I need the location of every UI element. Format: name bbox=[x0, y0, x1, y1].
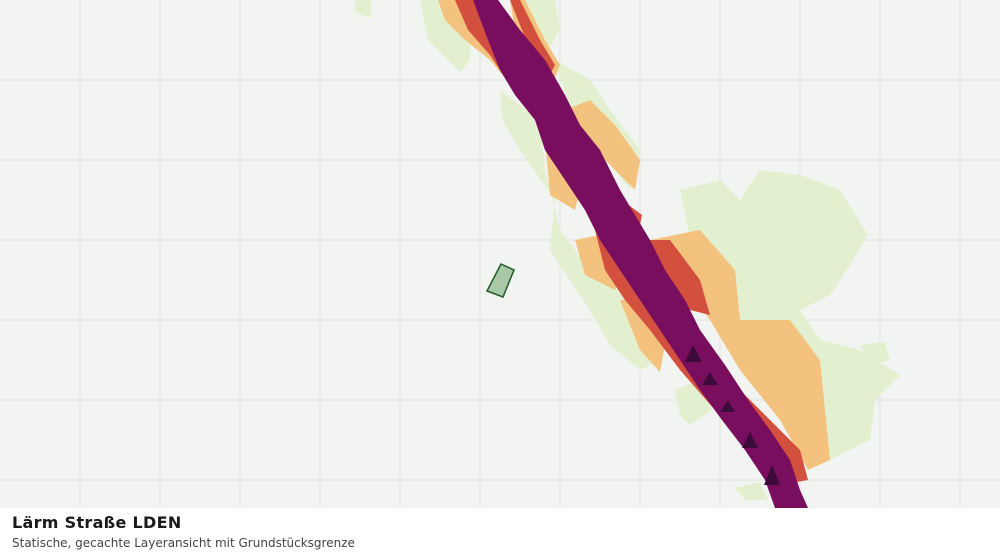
noise-peak bbox=[685, 345, 702, 362]
noise-patch bbox=[565, 100, 640, 190]
legend-panel: Lärm Straße LDEN Statische, gecachte Lay… bbox=[0, 508, 1000, 560]
noise-patch bbox=[355, 0, 372, 18]
noise-peak bbox=[742, 432, 758, 448]
noise-band bbox=[473, 0, 808, 508]
layer-title: Lärm Straße LDEN bbox=[12, 513, 182, 532]
parcel-boundary[interactable] bbox=[485, 263, 515, 298]
layer-subtitle: Statische, gecachte Layeransicht mit Gru… bbox=[12, 536, 355, 550]
noise-peak bbox=[764, 465, 780, 485]
noise-patch bbox=[680, 170, 900, 460]
noise-patch bbox=[735, 482, 768, 500]
noise-zone-very-high bbox=[473, 0, 808, 508]
noise-peak bbox=[702, 372, 718, 385]
noise-patch bbox=[650, 240, 710, 315]
noise-patch bbox=[510, 0, 555, 75]
noise-peak bbox=[720, 400, 735, 412]
noise-patch bbox=[620, 300, 665, 372]
noise-patch bbox=[860, 342, 890, 365]
noise-zone-peak bbox=[685, 345, 780, 485]
